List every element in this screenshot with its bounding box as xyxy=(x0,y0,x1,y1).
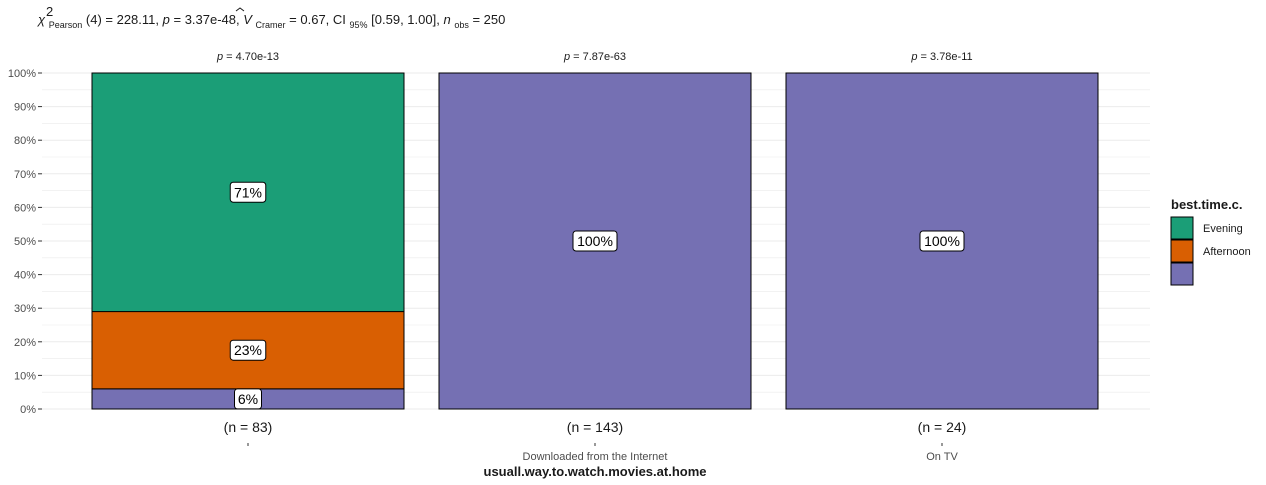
p-value-label: p = 3.78e-11 xyxy=(910,51,972,63)
data-label-box xyxy=(229,339,267,361)
x-axis: (n = 83) (n = 143) Downloaded from the Int… xyxy=(224,419,967,463)
data-label-text: 71% xyxy=(234,184,262,200)
legend-title: best.time.c. xyxy=(1171,197,1243,212)
y-tick-label: 70% xyxy=(14,169,36,181)
data-label-text: 6% xyxy=(238,391,258,407)
y-tick-label: 60% xyxy=(14,202,36,214)
legend-label: Evening xyxy=(1203,223,1243,235)
y-tick-label: 50% xyxy=(14,236,36,248)
y-axis: 0% 10% 20% 30% 40% 50% 60% 70% 80% 90% 100% xyxy=(8,68,42,416)
y-tick-label: 30% xyxy=(14,303,36,315)
x-tick-label: Downloaded from the Internet xyxy=(523,451,668,463)
data-label: 71% xyxy=(229,181,267,203)
data-label-text: 23% xyxy=(234,342,262,358)
data-label-text: 100% xyxy=(924,233,960,249)
legend-item: Evening xyxy=(1170,216,1243,240)
y-tick-label: 0% xyxy=(20,404,36,416)
p-value-label: p = 7.87e-63 xyxy=(563,51,626,63)
chart-title: χ Pearson (4) = 228.11, p = 3.37e-48, V … xyxy=(37,12,505,31)
data-label: 100% xyxy=(572,230,618,252)
legend-items: Evening Afternoon xyxy=(1170,216,1251,286)
data-label: 23% xyxy=(229,339,267,361)
p-value-label: p = 4.70e-13 xyxy=(216,51,279,63)
sample-size-label: (n = 83) xyxy=(224,419,273,435)
legend-swatch xyxy=(1170,262,1194,286)
y-tick-label: 80% xyxy=(14,135,36,147)
v-hat-mark xyxy=(235,7,245,12)
data-label: 6% xyxy=(234,388,262,410)
y-tick-label: 100% xyxy=(8,68,36,80)
p-value-labels: p = 4.70e-13 p = 7.87e-63 p = 3.78e-11 xyxy=(216,51,973,63)
data-label-box xyxy=(234,388,262,410)
data-label-text: 100% xyxy=(577,233,613,249)
legend-item xyxy=(1170,262,1194,286)
data-label-box xyxy=(919,230,965,252)
data-label: 100% xyxy=(919,230,965,252)
data-label-box xyxy=(572,230,618,252)
data-labels: 6% 23% 71% 100% 100% xyxy=(229,181,965,410)
legend-swatch xyxy=(1170,216,1194,240)
chart-title-superscript: 2 xyxy=(46,4,53,19)
legend-item: Afternoon xyxy=(1170,239,1251,263)
y-tick-label: 10% xyxy=(14,370,36,382)
data-label-box xyxy=(229,181,267,203)
y-tick-label: 90% xyxy=(14,102,36,114)
legend-label: Afternoon xyxy=(1203,246,1251,258)
x-tick-label: On TV xyxy=(926,451,958,463)
sample-size-label: (n = 143) xyxy=(567,419,623,435)
legend-swatch xyxy=(1170,239,1194,263)
sample-size-label: (n = 24) xyxy=(918,419,967,435)
y-tick-label: 40% xyxy=(14,270,36,282)
legend: best.time.c. Evening Afternoon xyxy=(1170,197,1251,286)
x-axis-title: usuall.way.to.watch.movies.at.home xyxy=(484,464,707,479)
y-tick-label: 20% xyxy=(14,337,36,349)
